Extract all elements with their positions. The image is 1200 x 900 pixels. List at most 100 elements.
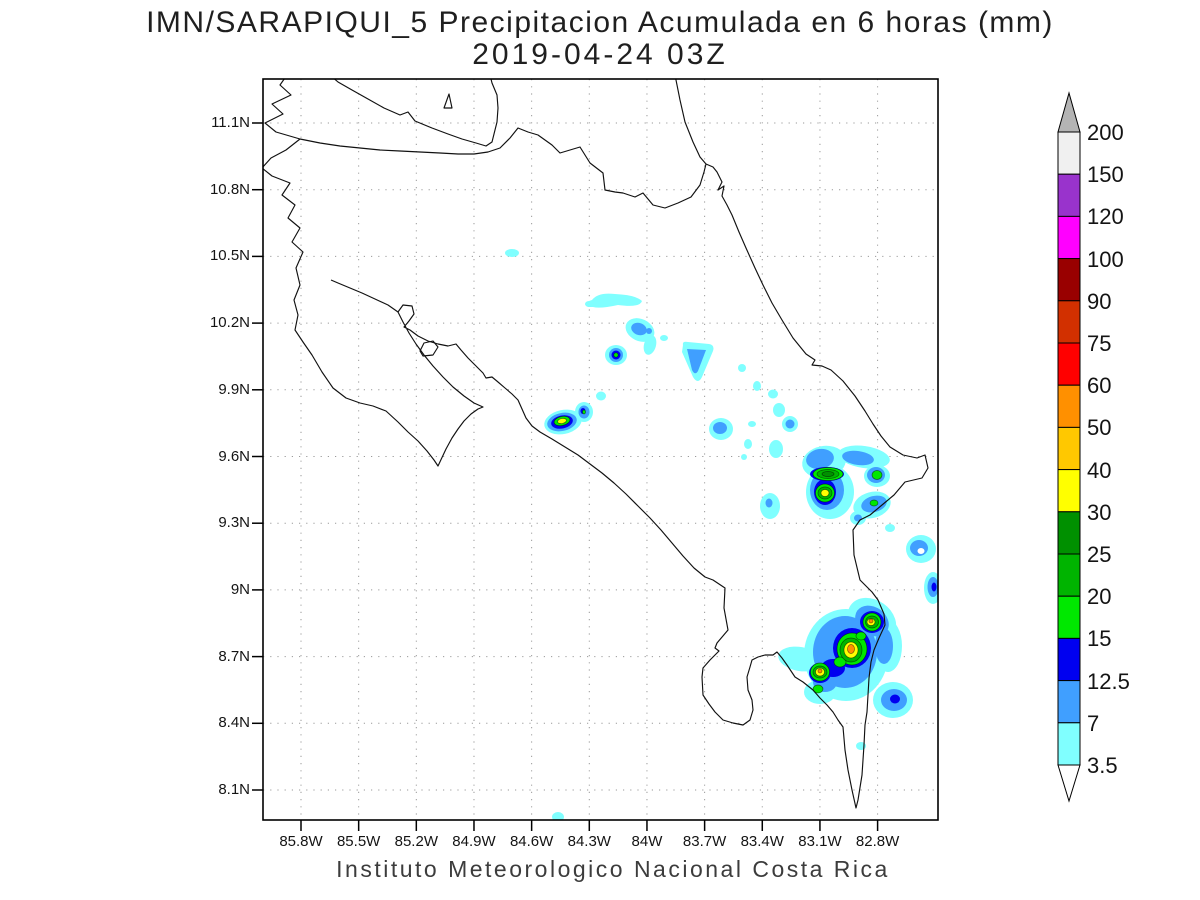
lat-tick-label: 8.1N xyxy=(218,781,250,798)
colorbar-tick-label: 120 xyxy=(1087,204,1124,230)
coastlines xyxy=(263,79,929,809)
colorbar-segment xyxy=(1057,426,1081,471)
precipitation-shading xyxy=(505,249,938,820)
colorbar-tick-label: 50 xyxy=(1087,415,1112,441)
precip-cell xyxy=(868,618,874,624)
precip-cell xyxy=(812,684,824,694)
lat-tick-label: 8.7N xyxy=(218,647,250,665)
precip-cell xyxy=(875,628,893,664)
precip-cell xyxy=(885,524,895,532)
lon-tick-label: 84W xyxy=(631,833,663,850)
colorbar-arrow-bottom xyxy=(1057,764,1081,803)
coastline-path xyxy=(299,127,707,209)
colorbar-segment xyxy=(1057,215,1081,260)
colorbar-segment xyxy=(1057,342,1081,386)
colorbar-tick-label: 12.5 xyxy=(1087,668,1130,694)
precip-cell xyxy=(738,364,746,372)
lon-tick-label: 83.1W xyxy=(798,833,842,850)
precip-cell xyxy=(582,409,586,415)
colorbar-segment xyxy=(1057,173,1081,217)
lat-tick-label: 11.1N xyxy=(211,114,250,131)
colorbar-tick-label: 60 xyxy=(1087,373,1112,399)
colorbar-segment xyxy=(1057,384,1081,428)
plot-datetime: 2019-04-24 03Z xyxy=(472,38,728,71)
lon-tick-label: 84.6W xyxy=(509,833,554,850)
colorbar-segment xyxy=(1057,680,1081,724)
precip-cell xyxy=(768,389,778,399)
lon-tick-label: 84.9W xyxy=(452,833,496,850)
precip-cell xyxy=(744,439,752,449)
lat-tick-label: 10.8N xyxy=(209,180,250,198)
lat-tick-label: 9.3N xyxy=(218,514,250,532)
precip-cell xyxy=(817,668,823,674)
colorbar-segment xyxy=(1057,131,1081,175)
precip-cell xyxy=(748,421,756,427)
precip-cell xyxy=(596,391,606,401)
colorbar xyxy=(1057,91,1081,803)
coastline-path xyxy=(419,340,439,357)
lon-tick-label: 83.7W xyxy=(682,833,727,850)
precip-cell xyxy=(806,448,834,470)
precip-cell xyxy=(869,499,879,507)
precip-cell xyxy=(687,349,706,374)
colorbar-tick-label: 75 xyxy=(1087,331,1112,356)
lon-tick-label: 85.2W xyxy=(394,833,438,850)
precip-cell xyxy=(613,352,619,358)
precip-cell xyxy=(847,644,855,654)
lat-tick-label: 9.9N xyxy=(218,380,250,398)
precip-cell xyxy=(552,812,564,820)
precip-cell xyxy=(821,471,835,477)
colorbar-segment xyxy=(1057,595,1081,639)
colorbar-tick-label: 150 xyxy=(1087,162,1124,188)
colorbar-segment xyxy=(1057,637,1081,682)
precip-cell xyxy=(773,403,785,417)
colorbar-tick-label: 20 xyxy=(1087,584,1112,610)
precip-cell xyxy=(785,419,795,429)
precip-cell xyxy=(557,418,567,424)
lon-tick-label: 85.5W xyxy=(336,833,381,850)
precip-cell xyxy=(854,514,862,522)
colorbar-arrow-top xyxy=(1057,91,1081,133)
precip-cell xyxy=(741,454,747,460)
lat-tick-label: 10.5N xyxy=(209,247,250,265)
precip-cell xyxy=(769,440,783,458)
precip-cell xyxy=(931,582,937,592)
precip-cell xyxy=(855,631,867,641)
colorbar-segment xyxy=(1057,258,1081,302)
colorbar-tick-label: 3.5 xyxy=(1087,753,1118,778)
precip-cell xyxy=(765,498,773,508)
precip-cell xyxy=(917,548,925,554)
precip-cell xyxy=(890,694,900,704)
colorbar-segment xyxy=(1057,553,1081,597)
precip-cell xyxy=(753,381,761,391)
precip-cell xyxy=(585,301,593,307)
lat-tick-label: 9.6N xyxy=(218,447,250,465)
coastline-path xyxy=(333,79,499,147)
colorbar-tick-label: 90 xyxy=(1087,288,1112,314)
plot-footer: Instituto Meteorologico Nacional Costa R… xyxy=(336,856,890,882)
coastline-path xyxy=(443,93,453,109)
precip-cell xyxy=(505,249,519,257)
colorbar-tick-label: 40 xyxy=(1087,457,1112,483)
map-frame xyxy=(252,78,939,831)
colorbar-segment xyxy=(1057,511,1081,555)
colorbar-tick-label: 30 xyxy=(1087,499,1112,525)
plot-title: IMN/SARAPIQUI_5 Precipitacion Acumulada … xyxy=(146,6,1054,39)
precip-cell xyxy=(643,335,657,355)
precip-cell xyxy=(871,470,883,480)
precip-cell xyxy=(713,422,727,434)
lat-tick-label: 8.4N xyxy=(218,714,250,732)
colorbar-tick-label: 7 xyxy=(1087,710,1100,736)
lon-tick-label: 82.8W xyxy=(855,833,900,850)
precip-cell xyxy=(910,540,928,556)
coastline-path xyxy=(330,279,399,313)
colorbar-segment xyxy=(1057,300,1081,344)
lat-tick-label: 9N xyxy=(230,580,250,598)
precip-cell xyxy=(660,335,668,341)
colorbar-segment xyxy=(1057,722,1081,766)
precip-cell xyxy=(833,656,847,668)
colorbar-segment xyxy=(1057,469,1081,513)
lon-tick-label: 85.8W xyxy=(279,833,323,850)
